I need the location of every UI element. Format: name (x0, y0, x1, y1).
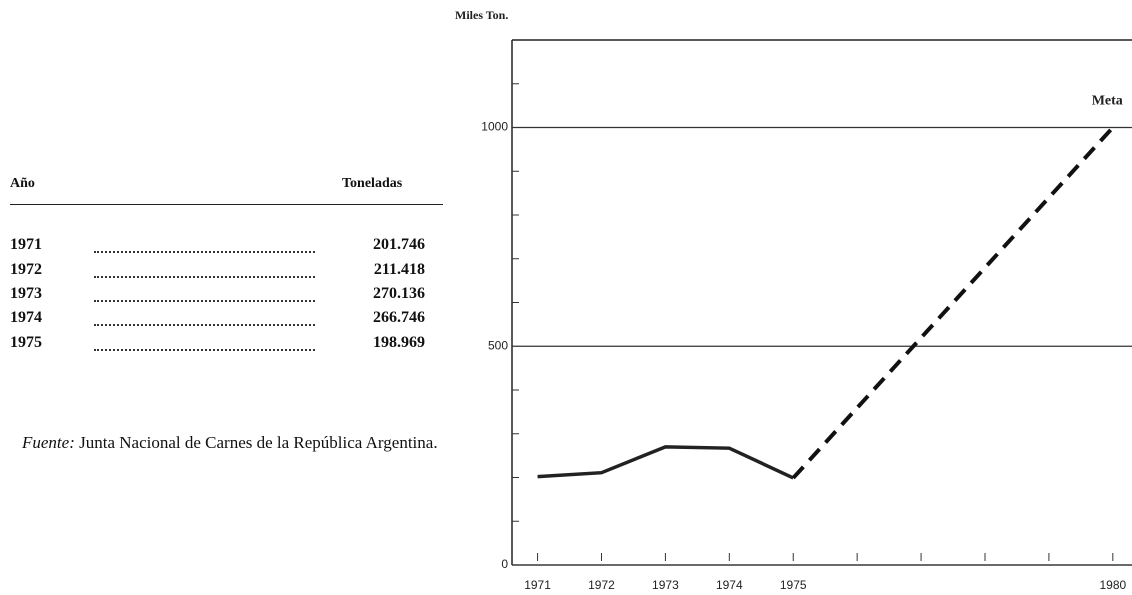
annotation: Meta (1092, 93, 1123, 108)
leader (94, 300, 315, 302)
y-tick-label: 500 (488, 338, 508, 352)
x-tick-label: 1973 (652, 578, 679, 592)
target-line (791, 126, 1115, 480)
table-block: Año Toneladas 1971 201.746 1972 211.418 1973… (0, 0, 450, 595)
leader (94, 349, 315, 351)
header-year: Año (10, 176, 35, 191)
tons-cell: 270.136 (373, 285, 425, 302)
x-tick-label: 1972 (588, 578, 615, 592)
year-cell: 1972 (10, 261, 42, 278)
table-row: 1971 201.746 (10, 236, 425, 258)
year-cell: 1974 (10, 309, 42, 326)
x-tick-label: 1974 (716, 578, 743, 592)
table-row: 1972 211.418 (10, 261, 425, 283)
data-line (537, 445, 794, 480)
tons-cell: 201.746 (373, 236, 425, 253)
table-row: 1975 198.969 (10, 334, 425, 356)
year-cell: 1971 (10, 236, 42, 253)
table-row: 1973 270.136 (10, 285, 425, 307)
x-tick-label: 1971 (524, 578, 551, 592)
header-tons: Toneladas (342, 176, 403, 191)
tons-cell: 266.746 (373, 309, 425, 326)
y-tick-label: 1000 (481, 120, 508, 134)
footnote: Fuente: Junta Nacional de Carnes de la R… (10, 432, 450, 453)
footnote-label: Fuente: (22, 433, 75, 452)
x-tick-label: 1975 (780, 578, 807, 592)
tons-cell: 211.418 (373, 261, 425, 278)
footnote-text: Junta Nacional de Carnes de la República… (79, 433, 438, 452)
leader (94, 324, 315, 326)
x-tick-label: 1980 (1099, 578, 1126, 592)
y-axis-label: Miles Ton. (455, 8, 508, 22)
y-tick-label: 0 (501, 557, 508, 571)
leader (94, 276, 315, 278)
year-cell: 1975 (10, 334, 42, 351)
year-cell: 1973 (10, 285, 42, 302)
tons-cell: 198.969 (373, 334, 425, 351)
leader (94, 251, 315, 253)
header-rule (10, 204, 443, 205)
table-row: 1974 266.746 (10, 309, 425, 331)
